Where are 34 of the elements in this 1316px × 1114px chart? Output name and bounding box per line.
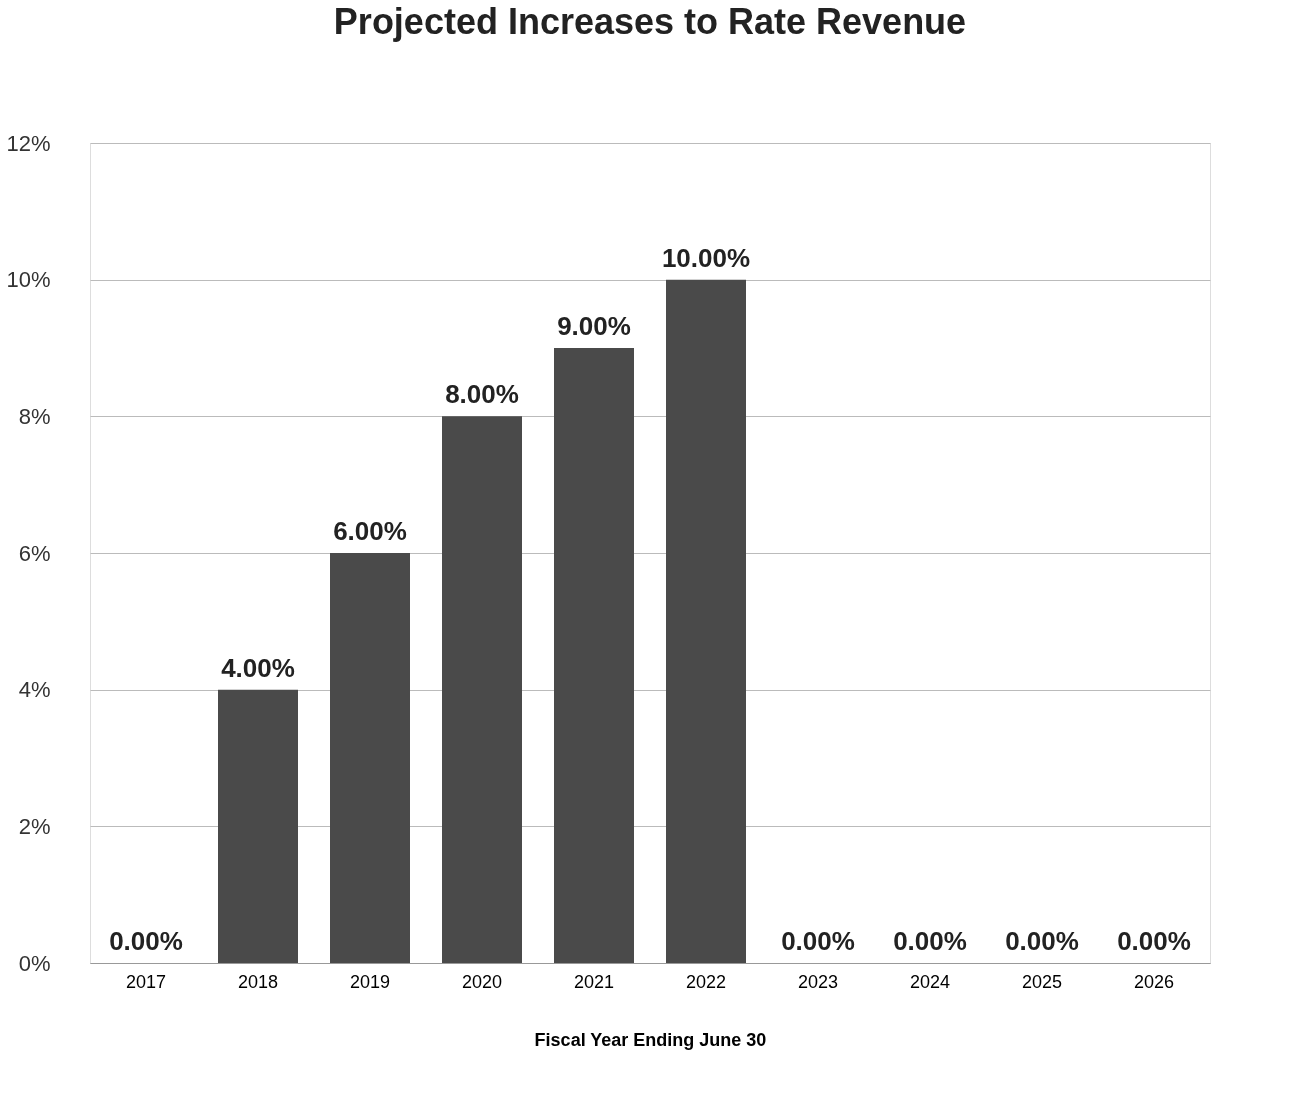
data-label: 8.00% xyxy=(445,379,519,410)
bar xyxy=(554,348,634,963)
y-tick-label: 0% xyxy=(18,950,51,976)
y-tick-label: 12% xyxy=(6,130,51,156)
x-tick-label: 2024 xyxy=(909,971,951,992)
data-label: 10.00% xyxy=(661,242,751,273)
y-tick-label: 8% xyxy=(18,403,51,429)
data-label: 9.00% xyxy=(557,311,631,341)
x-tick-label: 2023 xyxy=(797,971,839,992)
x-tick-label: 2020 xyxy=(461,971,503,992)
data-label: 6.00% xyxy=(333,516,407,546)
data-label: 0.00% xyxy=(1005,926,1079,956)
data-label: 0.00% xyxy=(893,926,967,956)
data-label: 4.00% xyxy=(221,652,295,683)
x-tick-label: 2021 xyxy=(573,971,615,992)
x-tick-label: 2026 xyxy=(1133,971,1175,992)
data-label: 0.00% xyxy=(781,926,855,956)
y-tick-label: 4% xyxy=(18,677,51,703)
data-label: 0.00% xyxy=(1117,926,1191,956)
y-tick-label: 10% xyxy=(6,267,51,293)
x-tick-label: 2025 xyxy=(1021,971,1063,992)
bar xyxy=(442,416,522,963)
x-tick-label: 2018 xyxy=(237,971,279,992)
x-tick-label: 2019 xyxy=(349,971,391,992)
bar xyxy=(666,279,746,963)
bar xyxy=(218,689,298,963)
bar xyxy=(330,553,410,963)
y-tick-label: 2% xyxy=(18,813,51,839)
x-tick-label: 2022 xyxy=(685,971,727,992)
y-tick-label: 6% xyxy=(18,540,51,566)
x-tick-label: 2017 xyxy=(125,971,167,992)
chart-title: Projected Increases to Rate Revenue xyxy=(333,1,967,42)
data-label: 0.00% xyxy=(109,926,183,956)
x-axis-title: Fiscal Year Ending June 30 xyxy=(534,1029,767,1050)
